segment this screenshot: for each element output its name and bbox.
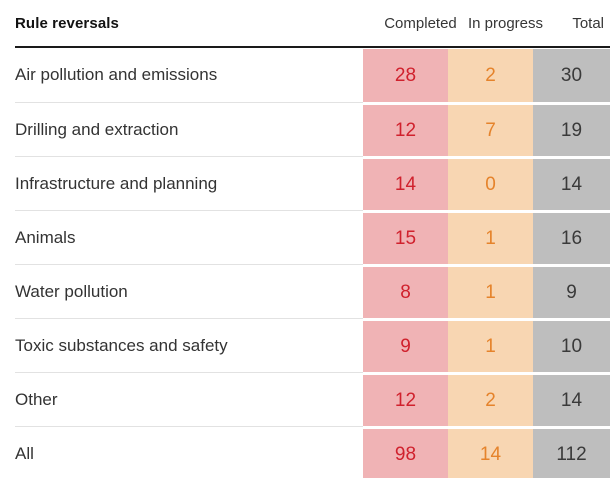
total-cell: 30 [533,48,610,102]
in-progress-cell: 2 [448,48,533,102]
total-cell: 9 [533,264,610,318]
table-row: Water pollution 8 1 9 [0,264,610,318]
completed-cell: 15 [363,210,448,264]
table-row: All 98 14 112 [0,426,610,478]
total-cell: 16 [533,210,610,264]
total-cell: 112 [533,426,610,478]
completed-cell: 98 [363,426,448,478]
column-header-total: Total [572,14,604,32]
row-label: Animals [15,210,363,264]
completed-cell: 12 [363,102,448,156]
in-progress-cell: 1 [448,318,533,372]
completed-cell: 9 [363,318,448,372]
table-title: Rule reversals [15,14,119,32]
table-row: Animals 15 1 16 [0,210,610,264]
row-label: Other [15,372,363,426]
completed-cell: 12 [363,372,448,426]
table-row: Infrastructure and planning 14 0 14 [0,156,610,210]
in-progress-cell: 7 [448,102,533,156]
row-label: All [15,426,363,478]
row-label: Infrastructure and planning [15,156,363,210]
table-row: Toxic substances and safety 9 1 10 [0,318,610,372]
total-cell: 14 [533,156,610,210]
row-label: Air pollution and emissions [15,65,218,84]
completed-cell: 14 [363,156,448,210]
table-row: Other 12 2 14 [0,372,610,426]
column-header-completed: Completed [384,14,457,32]
table-row: Air pollution and emissions 28 2 30 [0,48,610,102]
table-header: Rule reversals Completed In progress Tot… [15,0,610,48]
in-progress-cell: 1 [448,210,533,264]
table-body: Air pollution and emissions 28 2 30 Dril… [0,48,610,478]
column-header-in-progress: In progress [467,14,544,32]
completed-cell: 8 [363,264,448,318]
table-row: Drilling and extraction 12 7 19 [0,102,610,156]
row-label: Water pollution [15,264,363,318]
row-label: Drilling and extraction [15,102,363,156]
total-cell: 19 [533,102,610,156]
in-progress-cell: 2 [448,372,533,426]
completed-cell: 28 [363,48,448,102]
in-progress-cell: 1 [448,264,533,318]
row-label: Toxic substances and safety [15,318,363,372]
total-cell: 10 [533,318,610,372]
in-progress-cell: 14 [448,426,533,478]
total-cell: 14 [533,372,610,426]
in-progress-cell: 0 [448,156,533,210]
